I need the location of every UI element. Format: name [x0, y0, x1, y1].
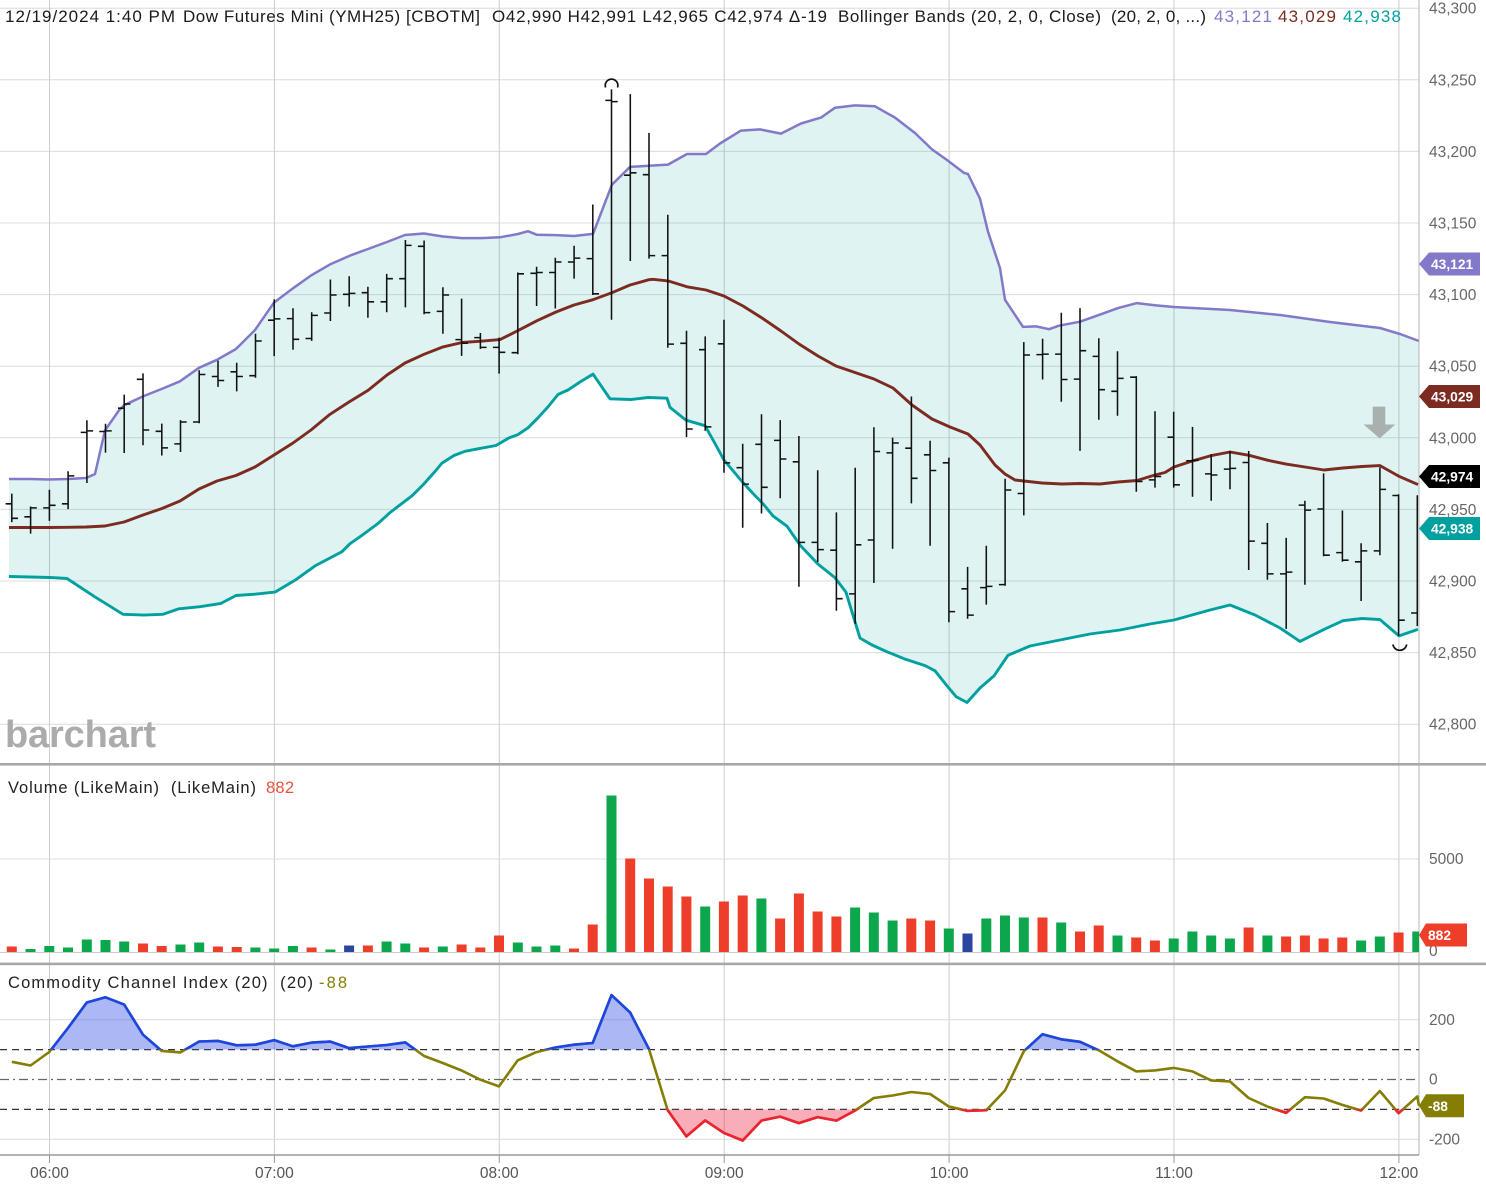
svg-text:06:00: 06:00 [30, 1165, 69, 1182]
svg-text:882: 882 [1428, 928, 1451, 943]
svg-text:12:00: 12:00 [1380, 1165, 1419, 1182]
svg-text:42,900: 42,900 [1429, 574, 1477, 591]
svg-text:43,200: 43,200 [1429, 144, 1477, 161]
svg-text:O42,990 H42,991 L42,965 C42,97: O42,990 H42,991 L42,965 C42,974 Δ-19 [492, 7, 827, 26]
svg-text:Commodity Channel Index (20): Commodity Channel Index (20) (20) [8, 974, 313, 992]
svg-text:09:00: 09:00 [705, 1165, 744, 1182]
svg-text:11:00: 11:00 [1155, 1165, 1193, 1182]
svg-text:882: 882 [266, 779, 294, 797]
svg-text:42,938: 42,938 [1343, 7, 1401, 26]
svg-text:43,250: 43,250 [1429, 72, 1477, 89]
svg-text:5000: 5000 [1429, 851, 1464, 868]
svg-text:-200: -200 [1429, 1132, 1460, 1149]
svg-text:42,850: 42,850 [1429, 645, 1477, 662]
svg-text:43,050: 43,050 [1429, 359, 1477, 376]
svg-text:43,029: 43,029 [1278, 7, 1336, 26]
svg-text:42,950: 42,950 [1429, 502, 1477, 519]
svg-text:07:00: 07:00 [255, 1165, 294, 1182]
svg-text:10:00: 10:00 [930, 1165, 969, 1182]
svg-text:(20, 2, 0, ...): (20, 2, 0, ...) [1111, 7, 1206, 26]
svg-text:0: 0 [1429, 1072, 1438, 1089]
svg-text:08:00: 08:00 [480, 1165, 519, 1182]
svg-text:43,121: 43,121 [1431, 257, 1474, 272]
svg-text:Bollinger Bands (20, 2, 0, Clo: Bollinger Bands (20, 2, 0, Close) [838, 7, 1101, 26]
svg-text:43,150: 43,150 [1429, 216, 1477, 233]
svg-text:43,000: 43,000 [1429, 430, 1477, 447]
svg-text:-88: -88 [1428, 1099, 1448, 1114]
svg-text:42,974: 42,974 [1431, 470, 1474, 485]
svg-text:-88: -88 [319, 974, 347, 992]
svg-text:42,938: 42,938 [1431, 522, 1474, 537]
svg-text:43,121: 43,121 [1214, 7, 1272, 26]
svg-text:43,029: 43,029 [1431, 390, 1474, 405]
svg-text:200: 200 [1429, 1012, 1455, 1029]
svg-text:42,800: 42,800 [1429, 717, 1477, 734]
svg-text:0: 0 [1429, 943, 1438, 960]
svg-text:barchart: barchart [5, 714, 156, 756]
svg-text:12/19/2024 1:40 PM: 12/19/2024 1:40 PM [5, 7, 175, 26]
svg-text:43,100: 43,100 [1429, 287, 1477, 304]
svg-text:Dow Futures Mini (YMH25) [CBOT: Dow Futures Mini (YMH25) [CBOTM] [183, 7, 480, 26]
svg-text:Volume (LikeMain) (LikeMain): Volume (LikeMain) (LikeMain) [8, 779, 256, 797]
svg-text:43,300: 43,300 [1429, 1, 1477, 18]
